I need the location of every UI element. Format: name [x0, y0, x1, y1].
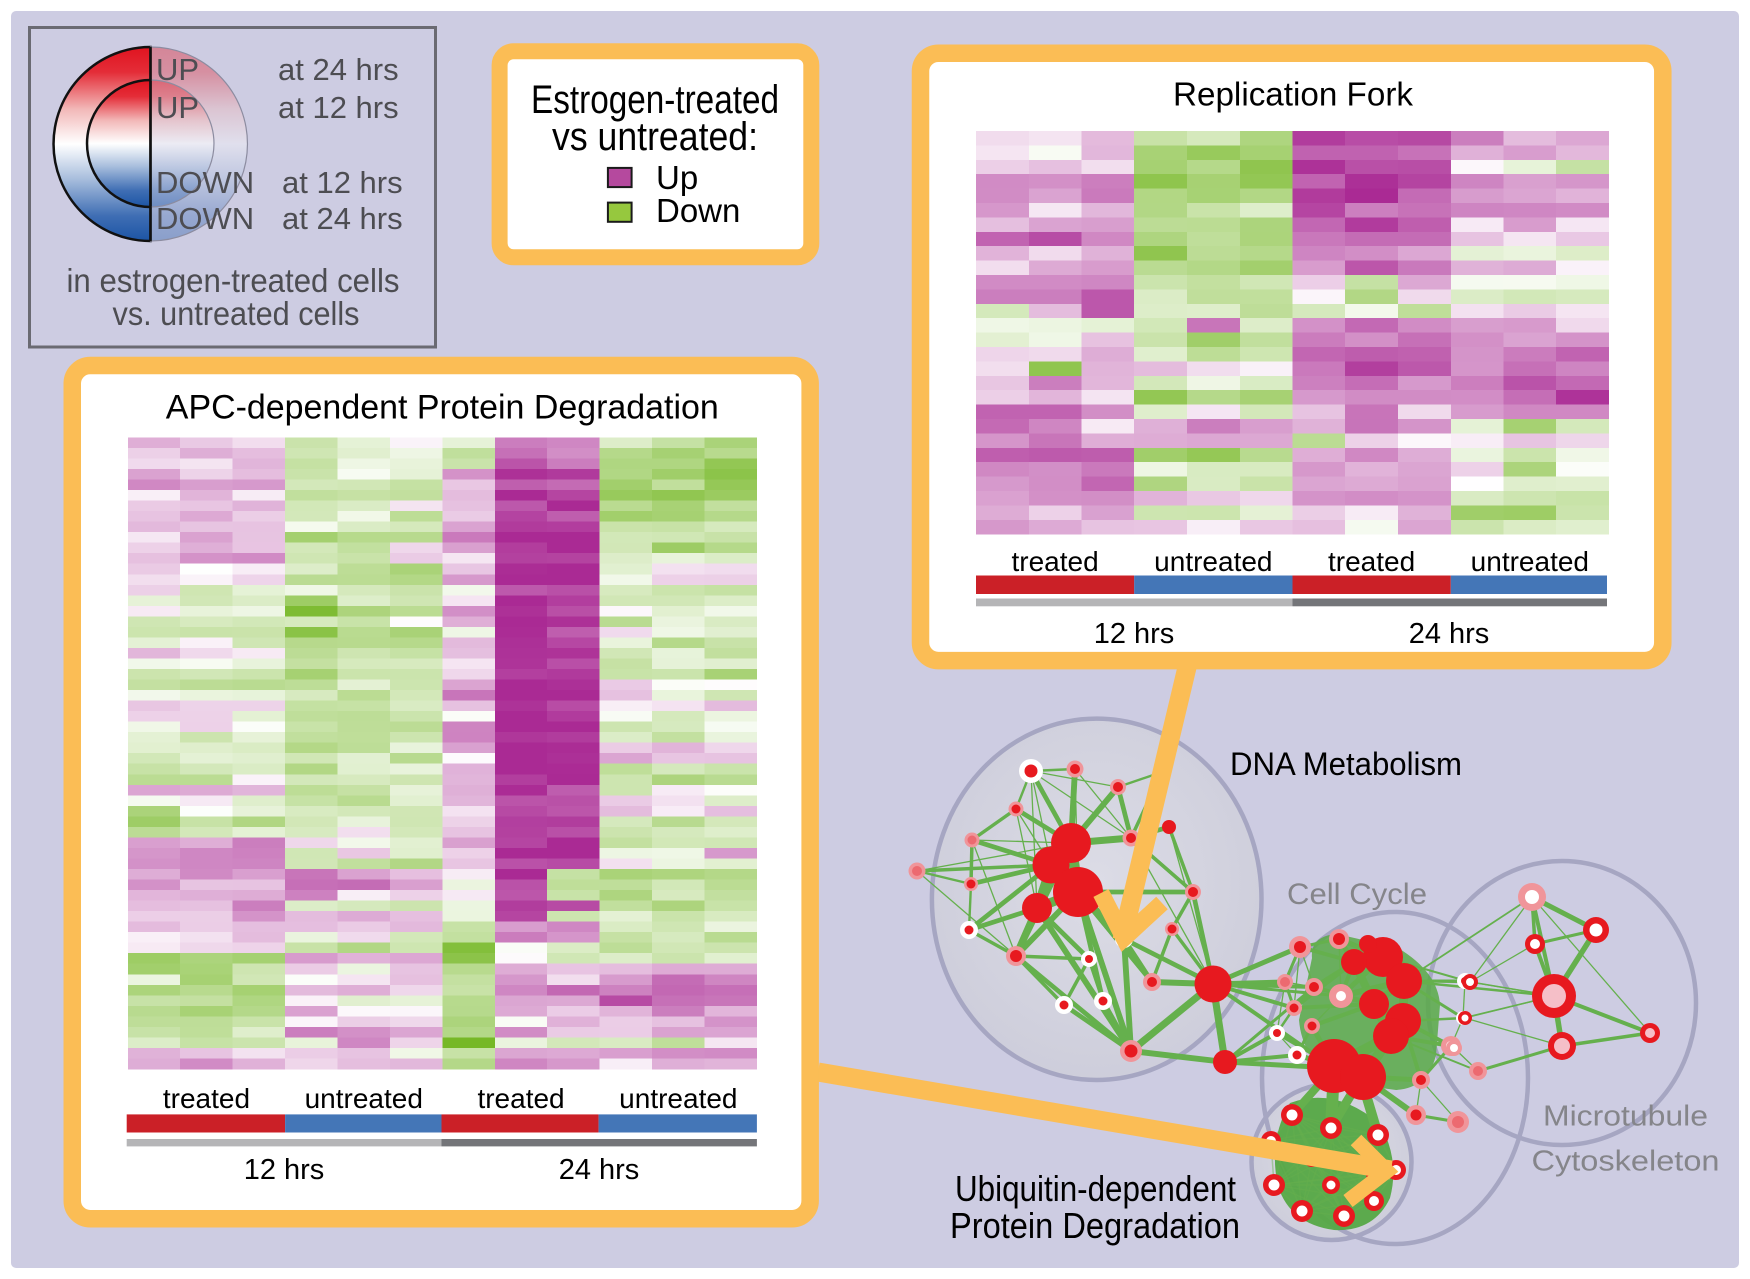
svg-text:DNA Metabolism: DNA Metabolism: [1230, 746, 1462, 782]
svg-text:treated: treated: [1012, 546, 1099, 577]
svg-text:at 24 hrs: at 24 hrs: [278, 52, 399, 87]
svg-text:at 12 hrs: at 12 hrs: [282, 165, 403, 200]
svg-text:APC-dependent Protein Degradat: APC-dependent Protein Degradation: [166, 389, 719, 427]
svg-text:Ubiquitin-dependent: Ubiquitin-dependent: [955, 1168, 1236, 1209]
svg-text:at 12 hrs: at 12 hrs: [278, 90, 399, 125]
svg-text:untreated: untreated: [1471, 546, 1589, 577]
svg-text:treated: treated: [477, 1083, 564, 1114]
svg-text:Estrogen-treated: Estrogen-treated: [531, 78, 779, 122]
svg-text:Protein Degradation: Protein Degradation: [950, 1205, 1240, 1246]
svg-text:12 hrs: 12 hrs: [244, 1154, 325, 1186]
svg-text:untreated: untreated: [1154, 546, 1272, 577]
svg-text:UP: UP: [156, 52, 199, 87]
svg-text:untreated: untreated: [305, 1083, 423, 1114]
svg-text:12 hrs: 12 hrs: [1094, 618, 1175, 650]
svg-text:24 hrs: 24 hrs: [1409, 618, 1490, 650]
svg-text:Microtubule: Microtubule: [1543, 1101, 1708, 1133]
svg-text:DOWN: DOWN: [156, 165, 254, 200]
svg-text:treated: treated: [163, 1083, 250, 1114]
svg-text:vs untreated:: vs untreated:: [552, 115, 758, 159]
svg-text:in estrogen-treated cells: in estrogen-treated cells: [67, 262, 400, 299]
svg-text:24 hrs: 24 hrs: [559, 1154, 640, 1186]
svg-text:Cell Cycle: Cell Cycle: [1287, 878, 1427, 911]
svg-text:at 24 hrs: at 24 hrs: [282, 201, 403, 236]
svg-text:treated: treated: [1328, 546, 1415, 577]
svg-text:vs. untreated cells: vs. untreated cells: [113, 295, 360, 332]
svg-text:Up: Up: [656, 159, 698, 196]
svg-text:untreated: untreated: [619, 1083, 737, 1114]
svg-text:Cytoskeleton: Cytoskeleton: [1532, 1146, 1720, 1178]
svg-text:DOWN: DOWN: [156, 201, 254, 236]
svg-text:Replication Fork: Replication Fork: [1173, 76, 1413, 113]
svg-text:UP: UP: [156, 90, 199, 125]
svg-text:Down: Down: [656, 192, 740, 229]
